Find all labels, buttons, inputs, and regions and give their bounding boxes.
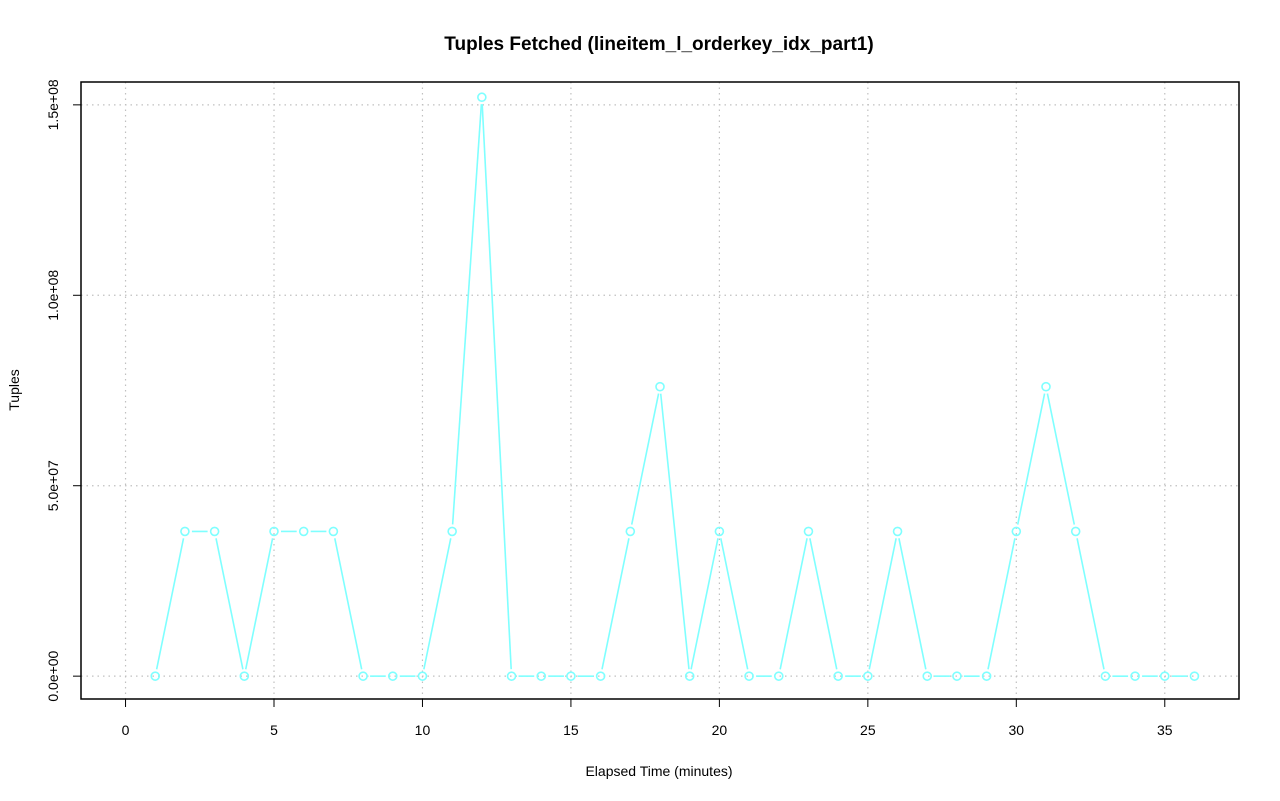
grid bbox=[81, 82, 1239, 699]
data-point bbox=[922, 671, 933, 681]
data-point bbox=[952, 671, 962, 681]
data-point bbox=[209, 526, 220, 537]
data-point bbox=[684, 671, 695, 681]
data-point bbox=[981, 671, 992, 681]
series-segment bbox=[898, 538, 927, 670]
data-point bbox=[269, 526, 279, 537]
x-tick-label: 30 bbox=[1009, 722, 1025, 738]
data-point bbox=[1041, 381, 1051, 392]
y-axis: 0.0e+00 5.0e+07 1.0e+08 1.5e+08 bbox=[45, 79, 82, 702]
x-tick-label: 0 bbox=[122, 722, 130, 738]
series-segment bbox=[720, 538, 749, 670]
data-point bbox=[298, 526, 309, 537]
data-point bbox=[892, 526, 903, 537]
data-point bbox=[714, 526, 725, 537]
series-segment bbox=[630, 393, 660, 525]
series-segment bbox=[868, 538, 897, 670]
data-point bbox=[1100, 671, 1111, 681]
x-tick-label: 25 bbox=[860, 722, 876, 738]
series-segment bbox=[451, 104, 483, 525]
series-segment bbox=[987, 538, 1016, 670]
series-segment bbox=[601, 538, 630, 670]
series-segment bbox=[1076, 538, 1105, 670]
data-point bbox=[477, 92, 487, 103]
series-segment bbox=[1046, 393, 1076, 525]
data-point bbox=[655, 381, 665, 392]
data-point bbox=[536, 671, 547, 681]
data-point bbox=[417, 671, 428, 681]
series-tuples bbox=[150, 92, 1200, 681]
data-point bbox=[328, 526, 339, 537]
data-point bbox=[1130, 671, 1140, 681]
series-segment bbox=[690, 538, 719, 670]
series-segment bbox=[423, 538, 452, 670]
chart-title: Tuples Fetched (lineitem_l_orderkey_idx_… bbox=[444, 34, 873, 55]
y-tick-label: 5.0e+07 bbox=[45, 460, 61, 511]
series-segment bbox=[779, 538, 808, 670]
data-point bbox=[625, 526, 636, 537]
y-tick-label: 1.0e+08 bbox=[45, 270, 61, 321]
x-axis-title: Elapsed Time (minutes) bbox=[585, 763, 732, 779]
data-point bbox=[1189, 671, 1200, 681]
data-point bbox=[1070, 526, 1081, 537]
y-tick-label: 1.5e+08 bbox=[45, 79, 61, 130]
data-point bbox=[180, 526, 190, 537]
data-point bbox=[358, 671, 368, 681]
series-segment bbox=[215, 538, 244, 670]
x-tick-label: 35 bbox=[1157, 722, 1173, 738]
data-point bbox=[150, 671, 161, 681]
series-segment bbox=[334, 538, 363, 670]
series-segment bbox=[244, 538, 274, 670]
series-segment bbox=[809, 538, 838, 670]
x-axis: 0 5 10 15 20 25 30 35 bbox=[122, 698, 1173, 738]
series-segment bbox=[1016, 393, 1046, 525]
data-point bbox=[387, 671, 398, 681]
x-tick-label: 20 bbox=[712, 722, 728, 738]
x-tick-label: 15 bbox=[563, 722, 579, 738]
data-point bbox=[506, 671, 517, 681]
series-segment bbox=[659, 393, 690, 670]
data-point bbox=[863, 671, 873, 681]
data-point bbox=[803, 526, 814, 537]
y-tick-label: 0.0e+00 bbox=[45, 650, 61, 701]
data-point bbox=[773, 671, 784, 681]
x-tick-label: 10 bbox=[415, 722, 431, 738]
series-segment bbox=[155, 538, 185, 670]
series-segment bbox=[481, 104, 512, 670]
y-axis-title: Tuples bbox=[6, 369, 22, 411]
data-point bbox=[447, 526, 457, 537]
data-point bbox=[1159, 671, 1170, 681]
data-point bbox=[833, 671, 843, 681]
data-point bbox=[239, 671, 250, 681]
data-point bbox=[1011, 526, 1022, 537]
data-point bbox=[566, 671, 576, 681]
x-tick-label: 5 bbox=[270, 722, 278, 738]
data-point bbox=[744, 671, 754, 681]
data-point bbox=[595, 671, 606, 681]
